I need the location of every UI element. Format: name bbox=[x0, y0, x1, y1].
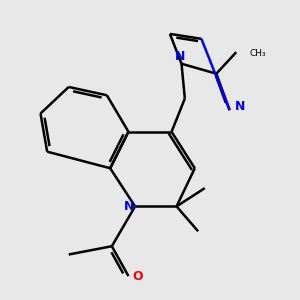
Text: N: N bbox=[234, 100, 245, 113]
Text: O: O bbox=[132, 270, 143, 283]
Text: N: N bbox=[175, 50, 185, 63]
Text: CH₃: CH₃ bbox=[250, 49, 266, 58]
Text: N: N bbox=[124, 200, 134, 213]
